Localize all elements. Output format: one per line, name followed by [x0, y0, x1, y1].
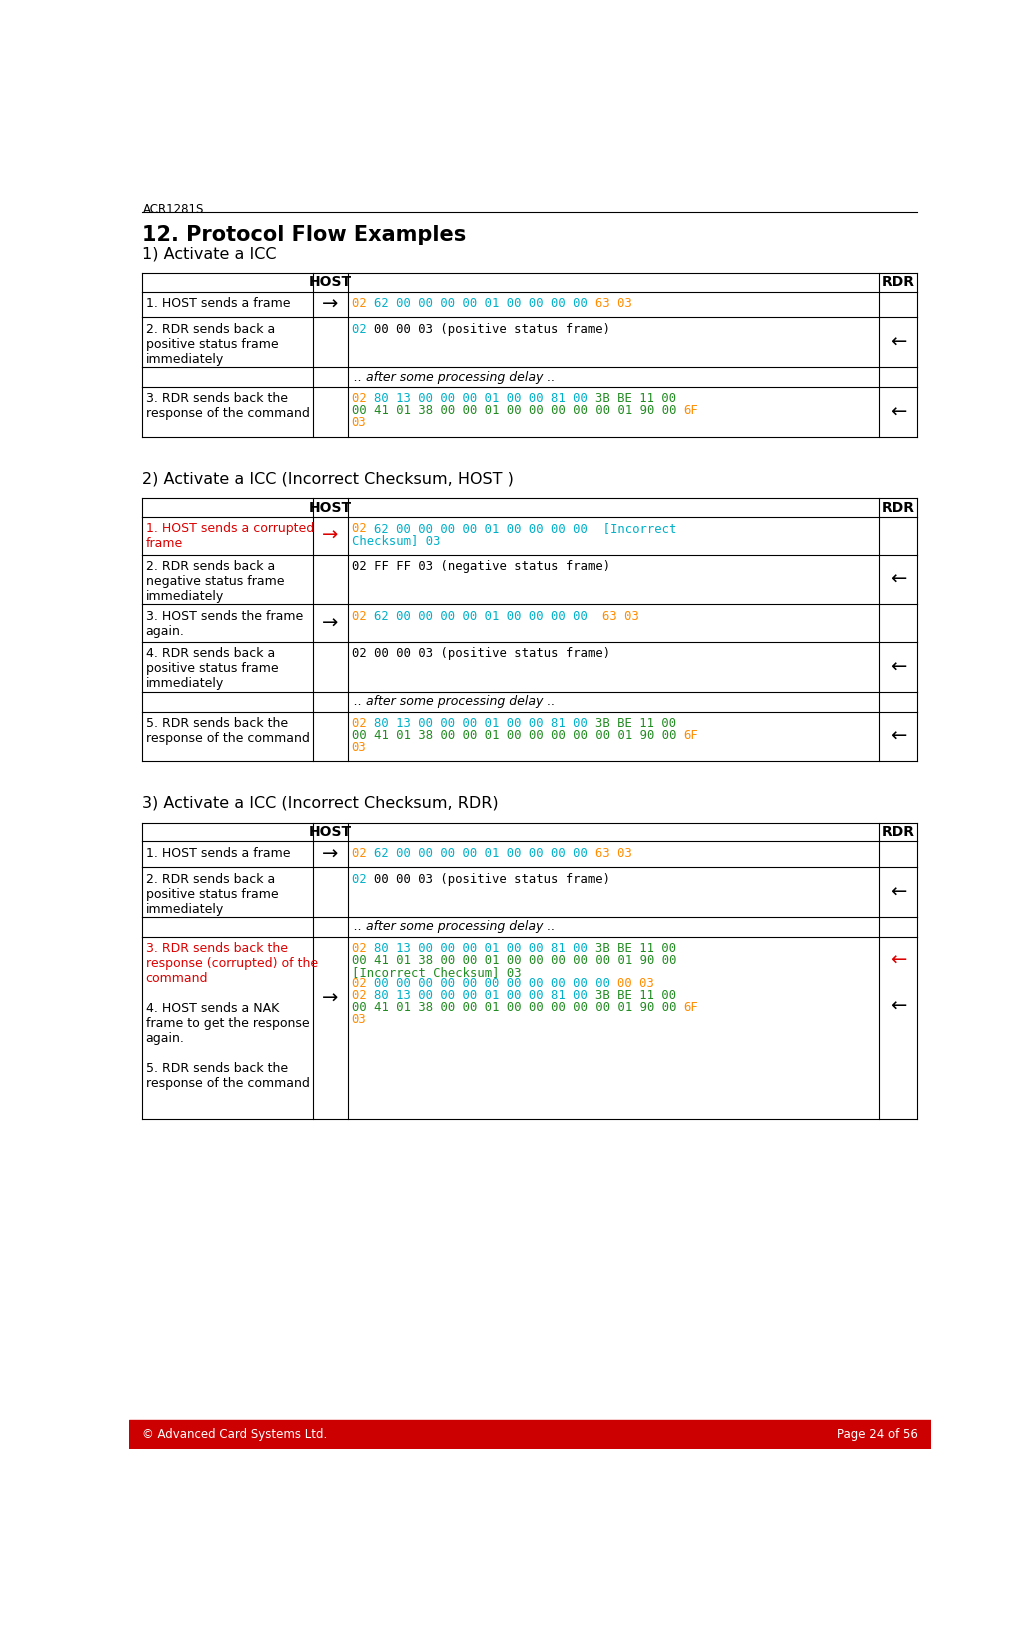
Text: ←: ←	[890, 658, 906, 676]
Text: ←: ←	[890, 996, 906, 1016]
Text: 3B BE 11 00: 3B BE 11 00	[595, 988, 676, 1001]
Text: 00 03: 00 03	[617, 977, 655, 990]
Text: 3B BE 11 00: 3B BE 11 00	[595, 392, 676, 405]
Text: 6F: 6F	[683, 404, 698, 417]
Text: 00 00 00 00 00 00 00 00 00 00 00: 00 00 00 00 00 00 00 00 00 00 00	[374, 977, 617, 990]
Text: 03: 03	[352, 1013, 366, 1026]
Text: 62 00 00 00 00 01 00 00 00 00: 62 00 00 00 00 01 00 00 00 00	[374, 296, 595, 309]
Text: 2. RDR sends back a
positive status frame
immediately: 2. RDR sends back a positive status fram…	[146, 873, 278, 915]
Text: 02: 02	[352, 847, 374, 860]
Text: 02: 02	[352, 296, 374, 309]
Text: 02 00 00 03 (positive status frame): 02 00 00 03 (positive status frame)	[352, 648, 610, 661]
Bar	[129, 1420, 931, 1449]
Text: 80 13 00 00 00 01 00 00 81 00: 80 13 00 00 00 01 00 00 81 00	[374, 943, 595, 956]
Text: RDR: RDR	[882, 825, 914, 838]
Text: 02: 02	[352, 609, 374, 622]
Text: 2. RDR sends back a
negative status frame
immediately: 2. RDR sends back a negative status fram…	[146, 560, 284, 602]
Text: 02 FF FF 03 (negative status frame): 02 FF FF 03 (negative status frame)	[352, 560, 610, 573]
Text: 00 41 01 38 00 00 01 00 00 00 00 00 01 90 00: 00 41 01 38 00 00 01 00 00 00 00 00 01 9…	[352, 729, 683, 742]
Text: 02: 02	[352, 716, 374, 729]
Text: 02: 02	[352, 322, 374, 335]
Text: 1. HOST sends a corrupted
frame: 1. HOST sends a corrupted frame	[146, 523, 313, 550]
Text: .. after some processing delay ..: .. after some processing delay ..	[354, 920, 555, 933]
Text: HOST: HOST	[309, 825, 352, 838]
Text: 03: 03	[352, 741, 366, 754]
Text: →: →	[323, 295, 338, 314]
Text: 3) Activate a ICC (Incorrect Checksum, RDR): 3) Activate a ICC (Incorrect Checksum, R…	[143, 796, 499, 811]
Text: HOST: HOST	[309, 500, 352, 514]
Text: 80 13 00 00 00 01 00 00 81 00: 80 13 00 00 00 01 00 00 81 00	[374, 988, 595, 1001]
Text: →: →	[323, 845, 338, 864]
Text: ←: ←	[890, 951, 906, 970]
Text: ←: ←	[890, 570, 906, 589]
Text: ←: ←	[890, 332, 906, 352]
Text: 62 00 00 00 00 01 00 00 00 00: 62 00 00 00 00 01 00 00 00 00	[374, 609, 603, 622]
Text: Page 24 of 56: Page 24 of 56	[837, 1428, 917, 1441]
Text: ACR1281S: ACR1281S	[143, 204, 204, 217]
Text: 02: 02	[352, 977, 374, 990]
Text: 3B BE 11 00: 3B BE 11 00	[595, 716, 676, 729]
Text: →: →	[323, 614, 338, 633]
Text: RDR: RDR	[882, 275, 914, 290]
Text: 62 00 00 00 00 01 00 00 00 00: 62 00 00 00 00 01 00 00 00 00	[374, 847, 595, 860]
Text: 4. HOST sends a NAK
frame to get the response
again.: 4. HOST sends a NAK frame to get the res…	[146, 1001, 309, 1045]
Text: 03: 03	[352, 417, 366, 430]
Text: HOST: HOST	[309, 275, 352, 290]
Text: .. after some processing delay ..: .. after some processing delay ..	[354, 371, 555, 384]
Text: 2. RDR sends back a
positive status frame
immediately: 2. RDR sends back a positive status fram…	[146, 322, 278, 366]
Text: 1. HOST sends a frame: 1. HOST sends a frame	[146, 847, 290, 860]
Text: 6F: 6F	[683, 1001, 698, 1014]
Text: 00 00 03 (positive status frame): 00 00 03 (positive status frame)	[374, 873, 610, 886]
Text: 02: 02	[352, 523, 374, 536]
Text: 3B BE 11 00: 3B BE 11 00	[595, 943, 676, 956]
Text: 3. HOST sends the frame
again.: 3. HOST sends the frame again.	[146, 609, 303, 638]
Text: 1) Activate a ICC: 1) Activate a ICC	[143, 246, 277, 260]
Text: 1. HOST sends a frame: 1. HOST sends a frame	[146, 296, 290, 309]
Text: © Advanced Card Systems Ltd.: © Advanced Card Systems Ltd.	[143, 1428, 328, 1441]
Text: ←: ←	[890, 882, 906, 902]
Text: 3. RDR sends back the
response (corrupted) of the
command: 3. RDR sends back the response (corrupte…	[146, 943, 317, 985]
Text: 3. RDR sends back the
response of the command: 3. RDR sends back the response of the co…	[146, 392, 309, 420]
Text: →: →	[323, 988, 338, 1008]
Text: 00 00 03 (positive status frame): 00 00 03 (positive status frame)	[374, 322, 610, 335]
Text: [Incorrect Checksum] 03: [Incorrect Checksum] 03	[352, 965, 521, 978]
Text: 00 41 01 38 00 00 01 00 00 00 00 00 01 90 00: 00 41 01 38 00 00 01 00 00 00 00 00 01 9…	[352, 404, 683, 417]
Text: ←: ←	[890, 728, 906, 746]
Text: 4. RDR sends back a
positive status frame
immediately: 4. RDR sends back a positive status fram…	[146, 648, 278, 690]
Text: 5. RDR sends back the
response of the command: 5. RDR sends back the response of the co…	[146, 1061, 309, 1089]
Text: 02: 02	[352, 943, 374, 956]
Text: 62 00 00 00 00 01 00 00 00 00  [Incorrect: 62 00 00 00 00 01 00 00 00 00 [Incorrect	[374, 523, 676, 536]
Text: →: →	[323, 526, 338, 545]
Text: 02: 02	[352, 873, 374, 886]
Text: 02: 02	[352, 392, 374, 405]
Text: 63 03: 63 03	[595, 847, 632, 860]
Text: RDR: RDR	[882, 500, 914, 514]
Text: .. after some processing delay ..: .. after some processing delay ..	[354, 695, 555, 708]
Text: 02: 02	[352, 988, 374, 1001]
Text: 6F: 6F	[683, 729, 698, 742]
Text: 80 13 00 00 00 01 00 00 81 00: 80 13 00 00 00 01 00 00 81 00	[374, 716, 595, 729]
Text: Checksum] 03: Checksum] 03	[352, 534, 440, 547]
Text: ←: ←	[890, 402, 906, 422]
Text: 00 41 01 38 00 00 01 00 00 00 00 00 01 90 00: 00 41 01 38 00 00 01 00 00 00 00 00 01 9…	[352, 954, 676, 967]
Text: 5. RDR sends back the
response of the command: 5. RDR sends back the response of the co…	[146, 716, 309, 746]
Text: 63 03: 63 03	[595, 296, 632, 309]
Text: 12. Protocol Flow Examples: 12. Protocol Flow Examples	[143, 225, 466, 244]
Text: 00 41 01 38 00 00 01 00 00 00 00 00 01 90 00: 00 41 01 38 00 00 01 00 00 00 00 00 01 9…	[352, 1001, 683, 1014]
Text: 63 03: 63 03	[603, 609, 639, 622]
Text: 2) Activate a ICC (Incorrect Checksum, HOST ): 2) Activate a ICC (Incorrect Checksum, H…	[143, 472, 514, 487]
Text: 80 13 00 00 00 01 00 00 81 00: 80 13 00 00 00 01 00 00 81 00	[374, 392, 595, 405]
